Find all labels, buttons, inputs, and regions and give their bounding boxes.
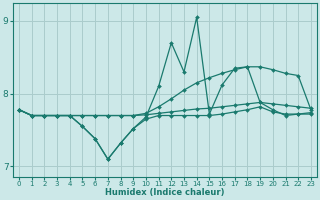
X-axis label: Humidex (Indice chaleur): Humidex (Indice chaleur) [105, 188, 225, 197]
